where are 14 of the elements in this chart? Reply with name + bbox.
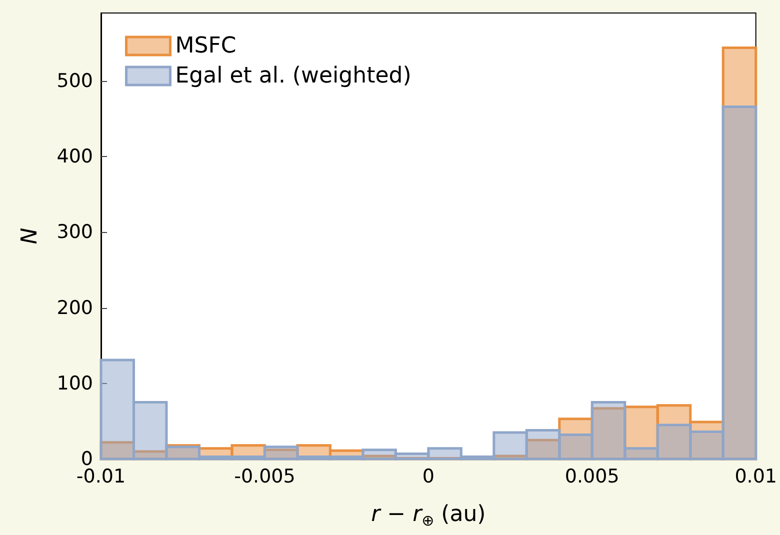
y-tick-label: 500: [56, 70, 93, 92]
y-tick-label: 100: [56, 372, 93, 394]
y-axis-title: N: [18, 228, 42, 244]
x-tick-label: 0.01: [734, 466, 778, 488]
x-tick-label: -0.005: [234, 466, 296, 488]
x-tick-label: 0.005: [564, 466, 620, 488]
x-tick-label: 0: [422, 466, 434, 488]
y-tick-label: 300: [56, 221, 93, 244]
y-tick-label: 400: [56, 146, 93, 168]
x-axis-title: r − r⊕ (au): [371, 502, 486, 530]
y-tick-label: 200: [56, 296, 93, 319]
legend-label: MSFC: [175, 34, 236, 58]
x-tick-label: -0.01: [76, 466, 126, 488]
legend-label: Egal et al. (weighted): [175, 64, 412, 88]
